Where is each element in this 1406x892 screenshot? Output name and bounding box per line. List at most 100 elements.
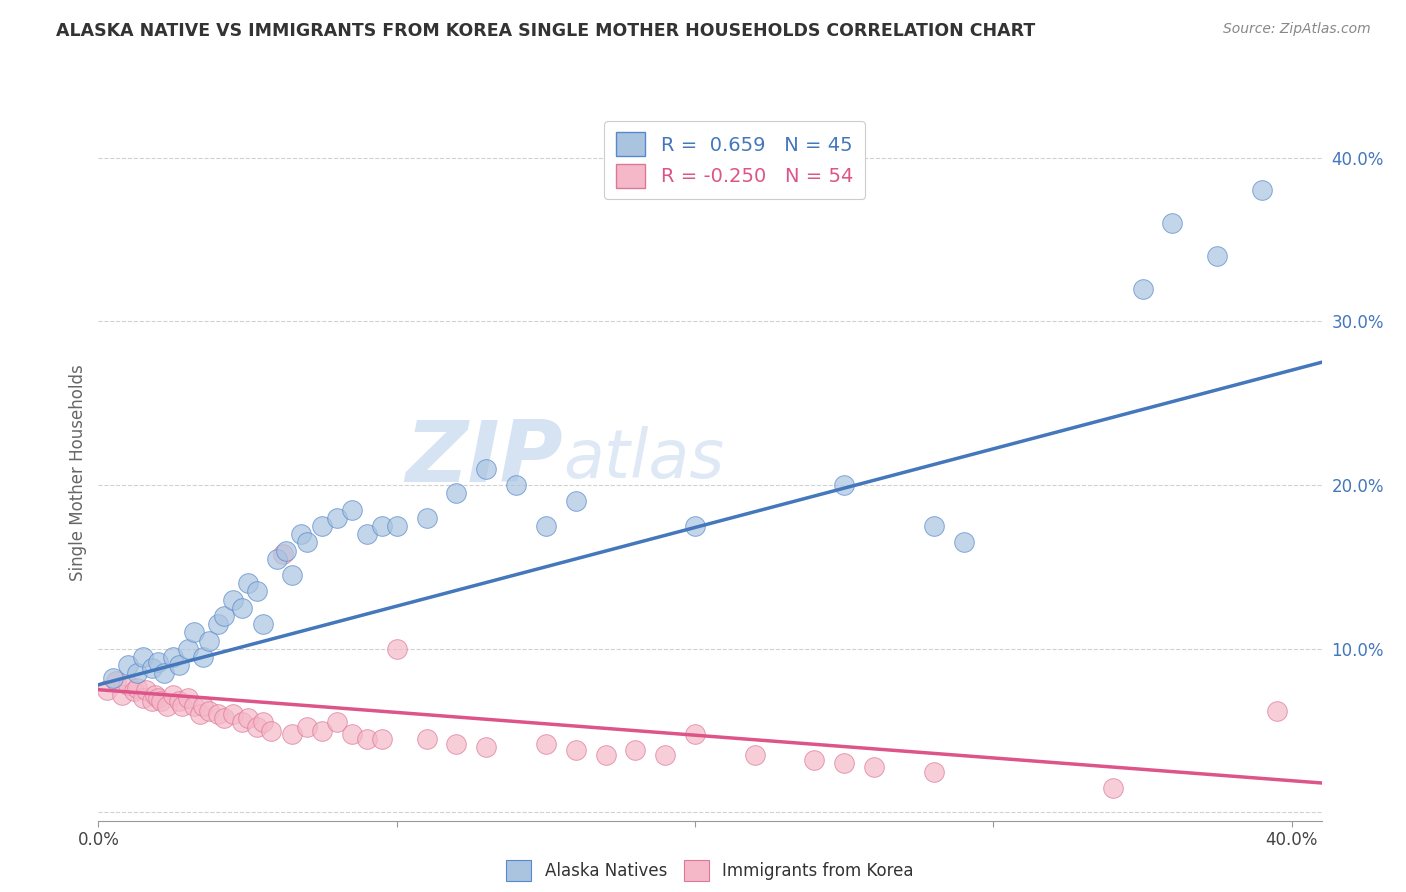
Point [245,584,267,599]
Point [1206,249,1229,263]
Point [252,715,274,730]
Point [236,576,259,591]
Point [221,707,243,722]
Point [654,748,676,763]
Legend: Alaska Natives, Immigrants from Korea: Alaska Natives, Immigrants from Korea [498,852,922,888]
Point [565,743,588,757]
Point [191,699,214,714]
Point [231,600,253,615]
Point [191,649,214,664]
Point [117,658,139,673]
Point [127,666,149,681]
Point [446,486,468,500]
Point [385,641,408,656]
Point [167,694,190,708]
Point [297,720,319,734]
Point [863,759,886,773]
Point [1101,780,1123,795]
Point [371,731,394,746]
Point [162,649,184,664]
Point [188,707,211,722]
Point [446,737,468,751]
Point [146,655,169,669]
Point [356,527,378,541]
Point [177,641,200,656]
Point [266,551,288,566]
Point [117,678,139,692]
Point [683,727,706,741]
Point [198,633,221,648]
Point [922,764,945,779]
Point [132,690,155,705]
Point [1161,216,1184,230]
Point [156,699,179,714]
Point [922,519,945,533]
Point [207,707,229,722]
Text: Source: ZipAtlas.com: Source: ZipAtlas.com [1223,22,1371,37]
Point [141,661,163,675]
Point [340,727,363,741]
Point [281,727,304,741]
Point [1265,704,1288,718]
Point [236,710,259,724]
Point [150,694,173,708]
Point [1251,183,1274,197]
Point [356,731,378,746]
Point [326,715,349,730]
Point [162,688,184,702]
Point [183,699,205,714]
Point [96,682,118,697]
Point [146,690,169,705]
Point [177,690,200,705]
Point [952,535,974,549]
Point [803,753,825,767]
Point [371,519,394,533]
Point [105,674,128,689]
Point [127,681,149,695]
Point [595,748,617,763]
Point [534,519,557,533]
Point [340,502,363,516]
Point [245,720,267,734]
Text: atlas: atlas [564,425,724,491]
Point [252,617,274,632]
Point [415,510,437,524]
Point [276,543,298,558]
Point [260,723,283,738]
Point [415,731,437,746]
Point [744,748,766,763]
Point [212,609,235,624]
Point [683,519,706,533]
Point [122,684,145,698]
Point [170,699,193,714]
Point [297,535,319,549]
Point [281,568,304,582]
Point [311,519,333,533]
Point [141,694,163,708]
Point [132,649,155,664]
Point [183,625,205,640]
Point [534,737,557,751]
Point [143,688,166,702]
Point [111,688,134,702]
Point [475,461,498,475]
Point [135,682,157,697]
Point [832,478,855,492]
Point [103,671,125,685]
Point [153,666,176,681]
Point [221,592,243,607]
Point [311,723,333,738]
Point [212,710,235,724]
Point [273,547,295,561]
Point [624,743,647,757]
Text: ALASKA NATIVE VS IMMIGRANTS FROM KOREA SINGLE MOTHER HOUSEHOLDS CORRELATION CHAR: ALASKA NATIVE VS IMMIGRANTS FROM KOREA S… [56,22,1035,40]
Point [475,739,498,754]
Point [565,494,588,508]
Point [290,527,312,541]
Point [231,715,253,730]
Point [198,704,221,718]
Point [832,756,855,771]
Text: ZIP: ZIP [405,417,564,500]
Point [1132,282,1154,296]
Point [385,519,408,533]
